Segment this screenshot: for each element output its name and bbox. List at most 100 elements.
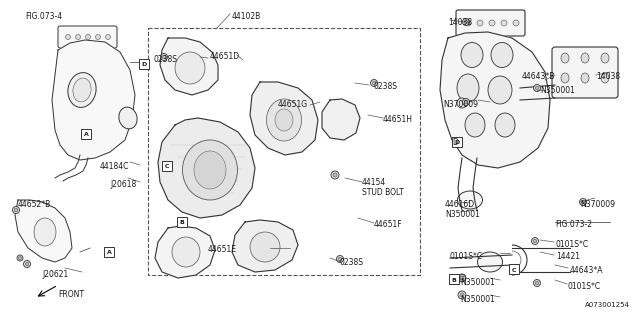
Circle shape: [579, 198, 586, 205]
Polygon shape: [232, 220, 298, 272]
Ellipse shape: [601, 73, 609, 83]
FancyBboxPatch shape: [58, 26, 117, 48]
Circle shape: [106, 35, 111, 39]
FancyBboxPatch shape: [552, 47, 618, 98]
Text: 0238S: 0238S: [340, 258, 364, 267]
Circle shape: [161, 53, 168, 60]
Text: 44102B: 44102B: [232, 12, 261, 21]
FancyBboxPatch shape: [509, 264, 519, 274]
Circle shape: [460, 276, 464, 280]
Text: 44643*B: 44643*B: [522, 72, 556, 81]
FancyBboxPatch shape: [139, 59, 149, 69]
Circle shape: [501, 20, 507, 26]
Circle shape: [535, 86, 539, 90]
Circle shape: [14, 208, 18, 212]
Circle shape: [534, 279, 541, 286]
Ellipse shape: [266, 99, 301, 141]
Text: STUD BOLT: STUD BOLT: [362, 188, 404, 197]
Ellipse shape: [461, 43, 483, 68]
Text: C: C: [164, 164, 169, 170]
Ellipse shape: [250, 232, 280, 262]
Text: N350001: N350001: [540, 86, 575, 95]
Bar: [148, 28, 420, 275]
Text: 44154: 44154: [362, 178, 387, 187]
Text: D: D: [454, 140, 460, 146]
Circle shape: [76, 35, 81, 39]
Circle shape: [465, 20, 471, 26]
Circle shape: [371, 79, 378, 86]
Circle shape: [531, 237, 538, 244]
Circle shape: [460, 276, 464, 280]
Circle shape: [464, 100, 468, 104]
Circle shape: [463, 99, 470, 106]
Text: FIG.073-4: FIG.073-4: [25, 12, 62, 21]
Circle shape: [13, 206, 19, 213]
Circle shape: [19, 257, 22, 260]
Circle shape: [339, 257, 342, 261]
Ellipse shape: [73, 78, 91, 102]
Text: 44616D: 44616D: [445, 200, 475, 209]
Text: 44651D: 44651D: [210, 52, 240, 61]
Ellipse shape: [601, 53, 609, 63]
Ellipse shape: [68, 73, 96, 108]
Circle shape: [24, 260, 31, 268]
Text: A073001254: A073001254: [585, 302, 630, 308]
Ellipse shape: [194, 151, 226, 189]
Circle shape: [95, 35, 100, 39]
Text: 0238S: 0238S: [153, 55, 177, 64]
Text: 14038: 14038: [596, 72, 620, 81]
Text: B: B: [452, 277, 456, 283]
Polygon shape: [250, 82, 318, 155]
Circle shape: [458, 274, 466, 282]
Text: A: A: [84, 132, 88, 138]
Text: J20621: J20621: [42, 270, 68, 279]
Circle shape: [534, 84, 541, 92]
Text: 0101S*C: 0101S*C: [556, 240, 589, 249]
Ellipse shape: [561, 53, 569, 63]
Text: FIG.073-2: FIG.073-2: [555, 220, 592, 229]
Text: N350001: N350001: [460, 295, 495, 304]
Circle shape: [333, 173, 337, 177]
FancyBboxPatch shape: [81, 129, 91, 139]
Text: N350001: N350001: [445, 210, 480, 219]
Text: 0101S*C: 0101S*C: [450, 252, 483, 261]
Ellipse shape: [34, 218, 56, 246]
Polygon shape: [440, 32, 550, 168]
Ellipse shape: [488, 76, 512, 104]
Text: FRONT: FRONT: [58, 290, 84, 299]
Text: C: C: [512, 268, 516, 273]
Circle shape: [86, 35, 90, 39]
Circle shape: [513, 20, 519, 26]
Circle shape: [337, 255, 344, 262]
Ellipse shape: [275, 109, 293, 131]
Ellipse shape: [561, 73, 569, 83]
Text: B: B: [180, 220, 184, 226]
Polygon shape: [322, 99, 360, 140]
FancyBboxPatch shape: [456, 10, 525, 36]
Text: N370009: N370009: [580, 200, 615, 209]
Text: 14421: 14421: [556, 252, 580, 261]
Circle shape: [25, 262, 29, 266]
Text: D: D: [452, 138, 458, 147]
Ellipse shape: [458, 191, 483, 209]
Circle shape: [372, 81, 376, 85]
FancyBboxPatch shape: [452, 137, 462, 147]
Text: A: A: [107, 251, 111, 255]
Circle shape: [458, 291, 466, 299]
Text: 44651F: 44651F: [374, 220, 403, 229]
Ellipse shape: [581, 73, 589, 83]
Circle shape: [65, 35, 70, 39]
Circle shape: [163, 55, 166, 59]
Ellipse shape: [182, 140, 237, 200]
Text: D: D: [141, 62, 147, 68]
Polygon shape: [160, 38, 218, 95]
Text: N350001: N350001: [460, 278, 495, 287]
Polygon shape: [155, 226, 215, 278]
Ellipse shape: [477, 252, 502, 272]
Text: 44652*B: 44652*B: [18, 200, 51, 209]
Ellipse shape: [175, 52, 205, 84]
Ellipse shape: [491, 43, 513, 68]
Ellipse shape: [172, 237, 200, 267]
Polygon shape: [15, 200, 72, 262]
Circle shape: [581, 200, 585, 204]
